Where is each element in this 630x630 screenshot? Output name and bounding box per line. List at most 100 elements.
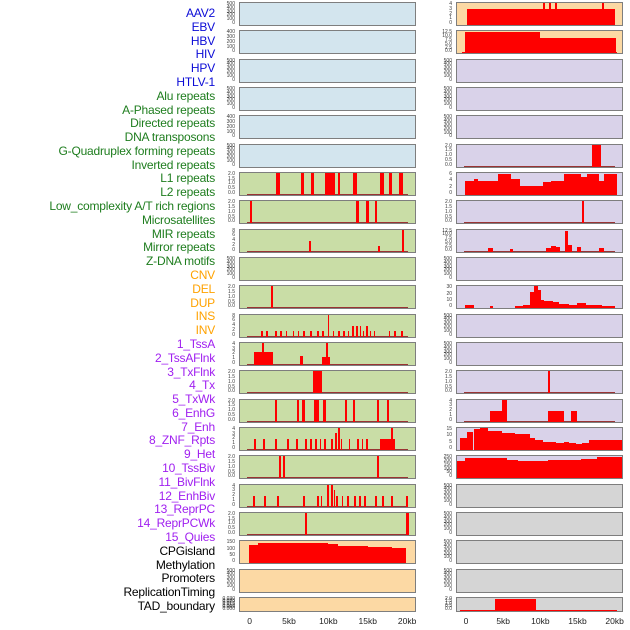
- track-label-l2-repeats: L2 repeats: [160, 185, 215, 200]
- signal-bar: [602, 306, 616, 309]
- y-tick-label: 200: [443, 352, 452, 359]
- y-tick-label: 100: [226, 271, 235, 278]
- signal-bar: [356, 201, 359, 224]
- signal-bar: [357, 438, 359, 450]
- signal-bar: [275, 172, 280, 195]
- y-tick-label: 0: [449, 444, 452, 451]
- left-track-panel-4: [239, 115, 416, 140]
- y-tick-label: 2.0: [228, 199, 235, 206]
- right-panel-21-yticks: 2.0 1.5 1.0 0.5 0.0: [424, 595, 454, 612]
- y-tick-label: 500: [443, 114, 452, 121]
- y-tick-label: 2: [449, 407, 452, 414]
- signal-bar: [564, 174, 581, 195]
- signal-bar: [312, 371, 323, 394]
- y-tick-label: 15: [446, 425, 452, 432]
- y-tick-label: 50: [229, 551, 235, 558]
- signal-bar: [253, 495, 256, 507]
- left-panel-5-yticks: 500 400 300 200 100 0: [207, 143, 237, 168]
- y-tick-label: 150: [226, 539, 235, 546]
- signal-bar: [340, 438, 343, 450]
- right-panel-20-yticks: 500 400 300 200 100 0: [424, 567, 454, 593]
- signal-bar: [490, 458, 507, 479]
- signal-baseline: [247, 392, 408, 394]
- y-tick-label: 200: [226, 97, 235, 104]
- signal-bar: [343, 331, 345, 337]
- y-tick-label: 4: [449, 397, 452, 404]
- signal-bar: [542, 441, 550, 450]
- track-label-tad-boundary: TAD_boundary: [137, 598, 216, 613]
- y-tick-label: 100: [443, 554, 452, 561]
- y-tick-label: 400: [443, 259, 452, 266]
- y-tick-label: 400: [226, 4, 235, 11]
- left-panel-10-yticks: 2.0 1.5 1.0 0.5 0.0: [207, 285, 237, 309]
- y-tick-label: 0: [449, 359, 452, 366]
- signal-bar: [336, 495, 339, 507]
- y-tick-label: 200: [443, 125, 452, 132]
- track-label-1-tssa: 1_TssA: [176, 336, 215, 351]
- signal-bar: [262, 438, 265, 450]
- signal-bar: [317, 331, 319, 337]
- signal-bar: [249, 201, 253, 224]
- y-tick-label: 0.0: [228, 529, 235, 536]
- y-tick-label: 7.5: [445, 36, 452, 43]
- signal-bar: [478, 181, 499, 195]
- signal-bar: [466, 432, 474, 450]
- signal-bar: [317, 495, 319, 507]
- signal-bar: [324, 438, 326, 450]
- y-tick-label: 0: [232, 359, 235, 366]
- signal-bar: [380, 172, 385, 195]
- track-label-methylation: Methylation: [155, 557, 215, 572]
- signal-bar: [303, 495, 305, 507]
- y-tick-label: 0.5: [445, 213, 452, 220]
- signal-bar: [569, 443, 576, 450]
- track-label-hbv: HBV: [190, 33, 215, 48]
- y-tick-label: 200: [443, 324, 452, 331]
- y-tick-label: 1.0: [445, 208, 452, 215]
- signal-bar: [460, 610, 618, 611]
- signal-bar: [466, 8, 616, 25]
- y-tick-label: 300: [226, 8, 235, 15]
- signal-baseline: [247, 448, 408, 450]
- y-tick-label: 0: [449, 104, 452, 111]
- signal-bar: [327, 314, 330, 337]
- signal-bar: [582, 443, 589, 450]
- signal-bar: [518, 460, 530, 479]
- signal-bar: [304, 438, 307, 450]
- y-tick-label: 300: [226, 263, 235, 270]
- signal-bar: [257, 543, 284, 564]
- y-tick-label: 2.0: [228, 170, 235, 177]
- signal-bar: [544, 301, 553, 309]
- y-tick-label: 2.0: [445, 595, 452, 602]
- y-tick-label: 2: [232, 350, 235, 357]
- y-tick-label: 1: [449, 411, 452, 418]
- signal-bar: [338, 427, 341, 450]
- signal-bar: [347, 331, 350, 337]
- y-tick-label: 1.0: [228, 520, 235, 527]
- y-tick-label: 0.010: [222, 602, 235, 609]
- signal-bar: [301, 172, 305, 195]
- track-label-3-txflnk: 3_TxFlnk: [167, 364, 215, 379]
- signal-bar: [332, 331, 335, 337]
- right-panel-3-yticks: 500 400 300 200 100 0: [424, 86, 454, 111]
- signal-bar: [353, 495, 356, 507]
- y-tick-label: 200: [226, 578, 235, 585]
- signal-bar: [254, 438, 256, 450]
- signal-bar: [494, 598, 537, 611]
- y-tick-label: 500: [443, 567, 452, 574]
- signal-bar: [519, 186, 543, 195]
- signal-bar: [585, 304, 593, 309]
- left-track-panel-13: [239, 370, 416, 395]
- y-tick-label: 0.0: [228, 388, 235, 395]
- signal-bar: [380, 438, 395, 450]
- right-panel-8-yticks: 12.5 10.0 7.5 5.0 2.5 0.0: [424, 228, 454, 253]
- right-track-panel-7: [456, 200, 623, 225]
- signal-bar: [315, 438, 317, 450]
- y-tick-label: 12.5: [442, 29, 452, 36]
- signal-bar: [280, 331, 282, 337]
- y-tick-label: 0.0: [445, 218, 452, 225]
- signal-bar: [392, 547, 407, 564]
- y-tick-label: 300: [226, 65, 235, 72]
